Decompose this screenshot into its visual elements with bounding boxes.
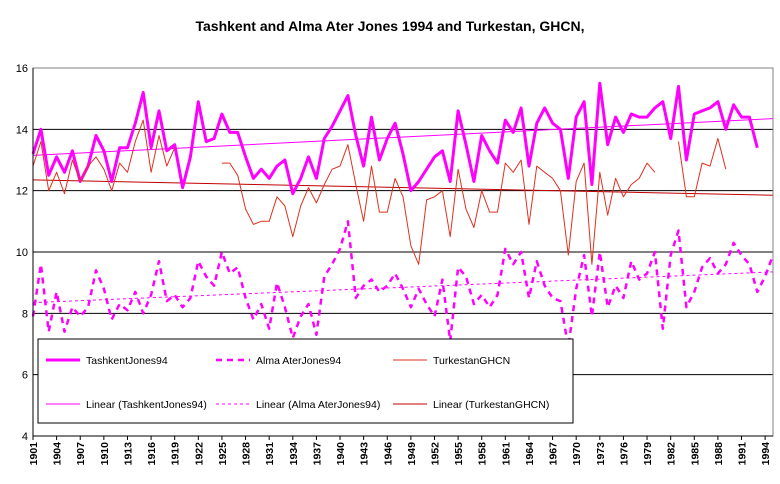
y-tick-label: 12 [16,186,28,198]
x-tick-label: 1922 [193,442,205,466]
legend-label: Linear (TashkentJones94) [86,399,207,411]
series-lines [31,81,775,349]
x-tick-label: 1925 [217,442,229,466]
series-line-1 [31,220,775,349]
x-tick-label: 1991 [737,442,749,466]
x-tick-label: 1970 [571,442,583,466]
x-tick-label: 1934 [288,442,300,466]
chart-title: Tashkent and Alma Ater Jones 1994 and Tu… [196,18,585,34]
x-tick-label: 1901 [28,442,40,466]
x-tick-label: 1937 [311,442,323,466]
series-line-2 [678,138,727,198]
x-tick-label: 1913 [122,442,134,466]
y-tick-label: 10 [16,247,28,259]
x-tick-label: 1904 [52,442,64,466]
x-tick-label: 1910 [99,442,111,466]
trendline-2 [32,179,774,196]
x-tick-label: 1916 [146,442,158,466]
x-tick-label: 1946 [382,442,394,466]
x-tick-label: 1982 [666,442,678,466]
x-tick-label: 1907 [75,442,87,466]
legend-label: Linear (TurkestanGHCN) [433,399,549,411]
x-tick-label: 1940 [335,442,347,466]
trendlines [32,118,774,304]
legend-label: Linear (Alma AterJones94) [256,399,380,411]
x-tick-label: 1955 [453,442,465,466]
x-tick-label: 1979 [642,442,654,466]
x-tick-label: 1967 [548,442,560,466]
x-tick-label: 1958 [477,442,489,466]
y-tick-label: 8 [22,308,28,320]
legend-label: TurkestanGHCN [433,355,510,367]
x-tick-label: 1949 [406,442,418,466]
x-tick-label: 1928 [241,442,253,466]
x-tick-label: 1943 [359,442,371,466]
y-tick-label: 6 [22,370,28,382]
legend: TashkentJones94 Alma AterJones94 Turkestan… [37,338,574,424]
x-tick-label: 1973 [595,442,607,466]
x-tick-label: 1952 [429,442,441,466]
x-tick-label: 1931 [264,442,276,466]
x-tick-label: 1994 [760,442,772,466]
series-line-2 [32,119,176,195]
x-tick-label: 1961 [500,442,512,466]
legend-label: Alma AterJones94 [256,355,341,367]
x-tick-label: 1976 [618,442,630,466]
y-tick-label: 16 [16,63,28,75]
legend-label: TashkentJones94 [86,355,168,367]
y-tick-label: 4 [22,431,28,443]
series-line-2 [221,144,656,265]
x-tick-label: 1919 [170,442,182,466]
series-line-0 [31,81,759,196]
legend-box [37,338,574,424]
x-tick-label: 1964 [524,442,536,466]
x-tick-label: 1988 [713,442,725,466]
gridlines [33,128,773,376]
axes: 4 6 8 10 12 14 16 1901 1904 1907 1910 1913 1916 1919 1… [16,63,774,466]
y-tick-label: 14 [16,124,28,136]
x-tick-label: 1985 [689,442,701,466]
